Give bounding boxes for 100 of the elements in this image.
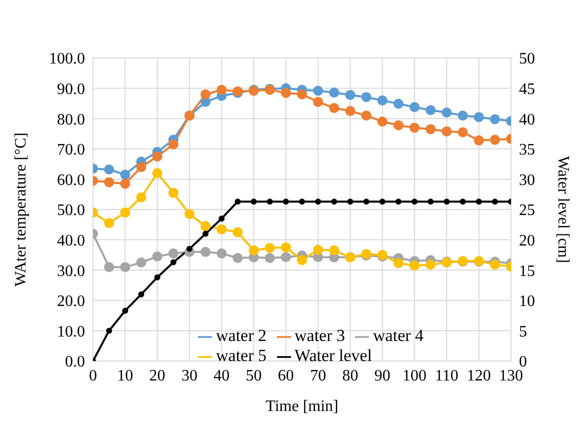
point <box>458 110 468 121</box>
point <box>361 92 372 102</box>
y2-tick-label: 5 <box>519 323 527 340</box>
y2-tick-label: 20 <box>519 232 535 250</box>
y-tick-label: 20.0 <box>57 293 85 310</box>
point <box>377 95 388 106</box>
y-tick-label: 10.0 <box>57 323 85 340</box>
x-tick-label: 30 <box>181 367 198 384</box>
point <box>202 230 209 237</box>
point <box>216 248 227 258</box>
point <box>120 170 130 180</box>
point <box>329 245 340 256</box>
y-tick-label: 70.0 <box>57 142 85 159</box>
point <box>426 260 436 270</box>
x-tick-label: 120 <box>466 367 491 384</box>
y2-tick-label: 30 <box>519 172 535 189</box>
point <box>168 139 178 150</box>
point <box>250 198 257 205</box>
point <box>168 188 178 198</box>
point <box>490 260 500 270</box>
line-series <box>93 198 511 361</box>
point <box>282 198 289 205</box>
point <box>426 105 436 116</box>
point <box>120 178 130 189</box>
x-tick-label: 90 <box>374 367 390 384</box>
point <box>458 127 468 138</box>
point <box>264 252 275 263</box>
point <box>426 124 436 134</box>
point <box>104 177 114 188</box>
y-tick-label: 90.0 <box>57 80 85 98</box>
y2-tick-label: 40 <box>519 111 535 128</box>
point <box>232 252 243 263</box>
point <box>410 260 420 271</box>
point <box>218 216 225 222</box>
point <box>299 198 305 205</box>
y2-tick-label: 10 <box>519 293 535 310</box>
point <box>410 122 420 133</box>
point <box>476 198 482 205</box>
point <box>104 164 114 175</box>
point <box>216 224 227 234</box>
point <box>315 198 322 205</box>
y2-tick-label: 50 <box>519 50 535 68</box>
point <box>329 88 340 98</box>
point <box>474 112 484 122</box>
point <box>363 198 370 205</box>
x-tick-label: 10 <box>117 367 134 384</box>
point <box>379 198 386 205</box>
point <box>313 86 324 96</box>
y-tick-label: 100.0 <box>49 50 85 68</box>
point <box>393 258 404 268</box>
point <box>168 248 178 258</box>
point <box>297 89 307 100</box>
y-tick-label: 30.0 <box>57 262 85 280</box>
point <box>393 98 404 109</box>
legend-label: water 3 <box>294 326 346 345</box>
y2-tick-label: 25 <box>519 202 535 220</box>
point <box>393 120 404 130</box>
point <box>428 198 434 205</box>
x-tick-label: 20 <box>149 367 166 384</box>
y2-tick-label: 45 <box>519 80 535 98</box>
point <box>442 126 452 136</box>
point <box>490 134 500 145</box>
point <box>200 89 211 100</box>
point <box>200 221 211 232</box>
point <box>345 90 356 100</box>
point <box>377 116 388 127</box>
point <box>313 244 324 255</box>
point <box>329 102 340 113</box>
x-tick-label: 40 <box>214 367 230 384</box>
point <box>474 135 484 146</box>
point <box>184 209 194 220</box>
legend-label: Water level <box>294 346 372 365</box>
point <box>331 198 338 205</box>
x-tick-label: 100 <box>402 367 427 384</box>
point <box>106 328 112 334</box>
point <box>248 245 259 256</box>
x-axis-title: Time [min] <box>266 398 338 415</box>
point <box>120 208 130 218</box>
point <box>297 255 307 266</box>
point <box>280 242 291 252</box>
point <box>152 168 162 178</box>
point <box>490 114 500 124</box>
y-tick-label: 40.0 <box>57 232 85 250</box>
y2-axis-title: Water level [cm] <box>554 156 572 264</box>
x-tick-label: 70 <box>310 367 326 384</box>
point <box>492 198 498 205</box>
point <box>122 308 128 314</box>
point <box>170 259 176 266</box>
point <box>216 84 227 95</box>
point <box>280 88 291 98</box>
y-axis-title: WAter temperature [°C] <box>12 132 30 286</box>
point <box>104 218 114 228</box>
legend-label: water 2 <box>216 326 267 345</box>
point <box>347 198 354 205</box>
legend-label: water 4 <box>373 326 424 345</box>
y2-tick-label: 15 <box>519 262 535 280</box>
point <box>412 198 418 205</box>
x-tick-label: 110 <box>434 367 458 384</box>
point <box>136 192 146 202</box>
point <box>200 246 211 257</box>
